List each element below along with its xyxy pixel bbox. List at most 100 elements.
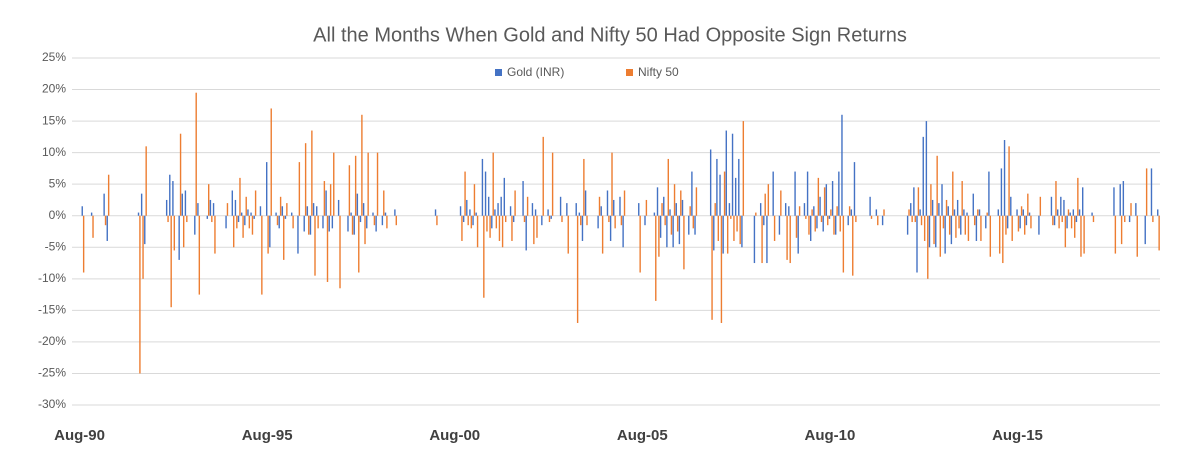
- bar: [811, 209, 813, 216]
- bar: [586, 215, 588, 226]
- bar: [214, 215, 216, 254]
- bar: [788, 206, 790, 216]
- bar: [500, 196, 502, 216]
- bar: [666, 215, 668, 248]
- bar: [472, 215, 474, 226]
- bar: [209, 199, 212, 216]
- bar: [481, 158, 484, 216]
- bar: [827, 215, 829, 226]
- bar: [253, 215, 255, 219]
- bar: [284, 215, 287, 219]
- bar: [614, 215, 616, 229]
- bar: [694, 215, 696, 235]
- bar: [853, 162, 856, 216]
- bar: [107, 174, 110, 216]
- bar: [1064, 215, 1067, 248]
- bar: [541, 215, 543, 226]
- bar: [960, 215, 962, 235]
- bar: [1080, 215, 1082, 257]
- bar: [267, 215, 269, 254]
- bar: [534, 209, 537, 216]
- bar: [835, 215, 837, 235]
- bar: [828, 215, 831, 219]
- bar: [914, 215, 916, 223]
- bar: [738, 158, 740, 216]
- bar: [103, 193, 105, 216]
- bar: [322, 215, 324, 229]
- bar: [676, 215, 679, 232]
- bar: [795, 215, 798, 238]
- bar: [689, 206, 691, 216]
- bar: [358, 215, 360, 273]
- bar: [675, 203, 677, 216]
- bar: [673, 184, 676, 216]
- bar: [734, 177, 737, 216]
- bar: [533, 215, 535, 245]
- bar: [613, 199, 615, 216]
- bar: [206, 215, 208, 219]
- bar: [773, 215, 776, 241]
- bar: [1120, 215, 1123, 245]
- bar: [182, 215, 185, 248]
- bar: [1017, 215, 1020, 232]
- bar: [328, 215, 330, 232]
- bar: [211, 215, 213, 223]
- bar: [831, 181, 834, 216]
- bar: [989, 215, 992, 257]
- bar: [611, 152, 613, 216]
- bar: [1024, 215, 1026, 235]
- bar: [434, 209, 437, 216]
- x-tick-label: Aug-05: [617, 427, 668, 444]
- bar: [908, 209, 910, 216]
- bar: [473, 184, 476, 216]
- bar: [548, 215, 551, 223]
- bar: [767, 184, 770, 216]
- bar: [1028, 212, 1031, 216]
- bar: [331, 215, 334, 229]
- bar: [173, 215, 176, 251]
- bar: [1066, 215, 1068, 229]
- bar: [819, 196, 821, 216]
- bar: [663, 196, 665, 216]
- bar: [494, 209, 496, 216]
- bar: [1053, 215, 1056, 226]
- bar: [763, 215, 765, 226]
- bar: [600, 206, 602, 216]
- bar: [606, 190, 609, 216]
- bar: [669, 209, 671, 216]
- bar: [936, 155, 938, 216]
- bar: [688, 215, 690, 235]
- bar: [810, 215, 812, 241]
- bar: [947, 206, 949, 216]
- bar: [82, 215, 85, 273]
- bar: [1136, 215, 1138, 257]
- bar: [1150, 168, 1153, 216]
- bar: [240, 212, 243, 216]
- y-tick-label: 25%: [42, 50, 66, 64]
- bar: [988, 171, 990, 216]
- bar: [489, 215, 491, 238]
- bar: [381, 215, 384, 226]
- bar: [492, 152, 494, 216]
- bar: [1091, 212, 1093, 216]
- bar: [542, 136, 544, 216]
- bar: [275, 212, 277, 216]
- bar: [356, 193, 359, 216]
- bar: [348, 165, 351, 216]
- bar: [963, 209, 965, 216]
- bar: [376, 152, 379, 216]
- bar: [759, 203, 762, 216]
- bar: [847, 215, 849, 226]
- x-tick-label: Aug-10: [804, 427, 855, 444]
- y-tick-label: -10%: [38, 271, 66, 285]
- bar: [950, 215, 953, 245]
- bar: [980, 215, 982, 241]
- bar: [855, 215, 857, 223]
- bar: [347, 215, 349, 232]
- bar: [580, 215, 582, 226]
- bar: [250, 212, 252, 216]
- bar: [140, 193, 143, 216]
- bar: [786, 215, 788, 260]
- bar: [972, 193, 974, 216]
